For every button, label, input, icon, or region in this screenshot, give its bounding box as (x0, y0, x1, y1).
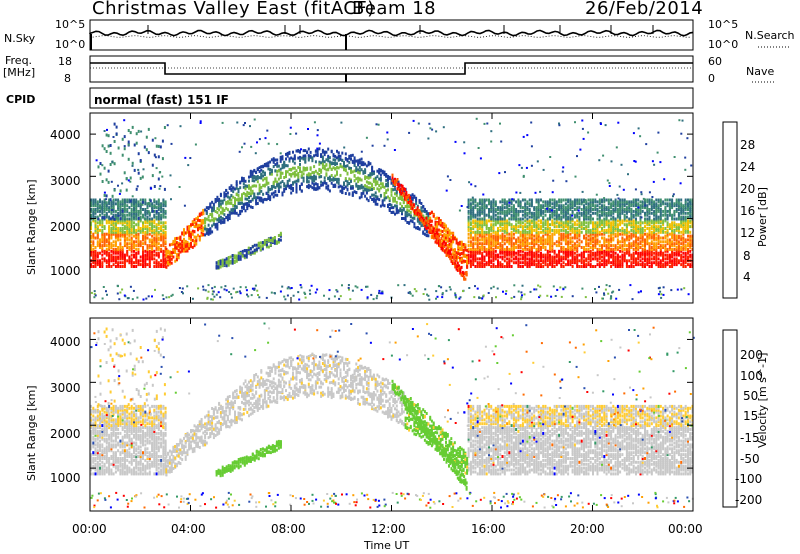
x-tick: 00:00 (668, 522, 703, 536)
nsearch-label: N.Search (745, 29, 795, 42)
freq-tick-bottom: 8 (64, 72, 71, 85)
power-cbar-tick: 28 (740, 138, 756, 152)
freq-line (90, 62, 693, 75)
power-ytick: 3000 (50, 174, 81, 188)
station-title: Christmas Valley East (fitACF) (92, 0, 375, 19)
nsky-tick-bottom: 10^0 (55, 38, 86, 51)
velocity-ytick: 4000 (50, 335, 81, 349)
nsearch-line (89, 35, 690, 38)
velocity-heatmap (90, 322, 695, 509)
nsky-line (89, 29, 694, 37)
nsky-tick-top: 10^5 (55, 18, 86, 31)
velocity-cbar-tick: -15 (740, 431, 760, 445)
date-title: 26/Feb/2014 (585, 0, 704, 19)
power-ytick: 4000 (50, 128, 81, 142)
velocity-cbar-tick: 50 (743, 389, 759, 403)
nave-tick-bottom: 0 (708, 72, 715, 85)
beam-title: Beam 18 (352, 0, 437, 19)
freq-label: Freq. (5, 54, 33, 67)
cpid-label: CPID (6, 93, 36, 106)
velocity-cbar-tick: 100 (740, 369, 763, 383)
nave-label: Nave (746, 65, 775, 78)
power-cbar-tick: 16 (740, 204, 756, 218)
power-cbar-tick: 24 (740, 160, 756, 174)
freq-tick-top: 18 (58, 55, 72, 68)
cpid-text: normal (fast) 151 IF (94, 93, 229, 107)
nsearch-tick-top: 10^5 (708, 18, 739, 31)
velocity-ytick: 2000 (50, 427, 81, 441)
power-colorbar-frame (722, 121, 738, 299)
x-tick: 12:00 (371, 522, 406, 536)
x-tick: 20:00 (570, 522, 605, 536)
power-ytick: 2000 (50, 220, 81, 234)
freq-unit-label: [MHz] (3, 66, 36, 79)
power-cbar-tick: 20 (740, 182, 756, 196)
velocity-cbar-tick: -100 (735, 472, 763, 486)
x-axis-label: Time UT (364, 539, 410, 552)
power-heatmap (90, 117, 694, 301)
cpid-panel-frame (89, 87, 694, 109)
velocity-cbar-tick: -50 (740, 452, 760, 466)
nave-tick-top: 60 (708, 55, 722, 68)
power-cbar-tick: 4 (743, 270, 751, 284)
x-tick: 08:00 (271, 522, 306, 536)
velocity-colorbar-frame (722, 329, 738, 508)
velocity-panel-frame (89, 317, 694, 512)
power-ytick: 1000 (50, 264, 81, 278)
x-tick: 16:00 (471, 522, 506, 536)
x-tick: 04:00 (171, 522, 206, 536)
velocity-ytick: 1000 (50, 471, 81, 485)
power-cbar-tick: 12 (740, 226, 756, 240)
velocity-ytick: 3000 (50, 381, 81, 395)
velocity-cbar-tick: -200 (735, 493, 763, 507)
nsky-label: N.Sky (4, 32, 36, 45)
nsearch-tick-bottom: 10^0 (708, 38, 739, 51)
freq-panel-frame (89, 55, 694, 83)
velocity-cbar-tick: 15 (743, 409, 759, 423)
x-tick: 00:00 (72, 522, 107, 536)
velocity-cbar-tick: 200 (740, 348, 763, 362)
power-cbar-tick: 8 (743, 249, 751, 263)
